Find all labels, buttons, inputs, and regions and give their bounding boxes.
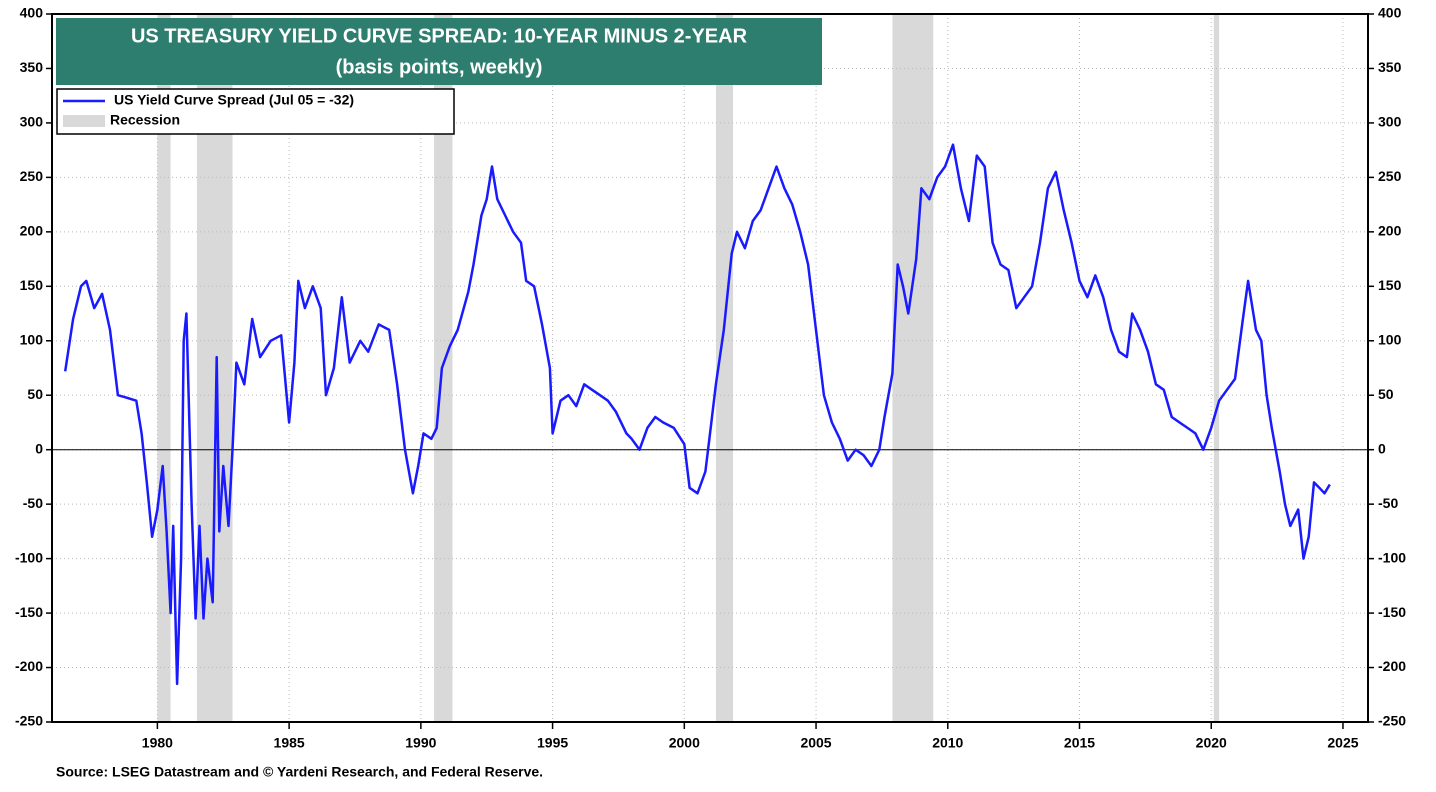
title-box — [56, 18, 822, 85]
y-tick-label: 250 — [20, 168, 44, 184]
y2-tick-label: 400 — [1378, 5, 1402, 21]
y-tick-label: -200 — [15, 658, 43, 674]
y-tick-label: 150 — [20, 277, 44, 293]
y2-tick-label: 150 — [1378, 277, 1402, 293]
y2-tick-label: 250 — [1378, 168, 1402, 184]
recession-band — [434, 14, 453, 722]
recession-band — [892, 14, 934, 722]
x-tick-label: 2020 — [1196, 735, 1227, 751]
recession-band — [1213, 14, 1220, 722]
y-tick-label: -250 — [15, 713, 43, 729]
line-layer — [63, 143, 1331, 686]
source-note: Source: LSEG Datastream and © Yardeni Re… — [56, 764, 543, 780]
y2-tick-label: -250 — [1378, 713, 1406, 729]
plot-frame — [51, 13, 1369, 723]
legend-label: US Yield Curve Spread (Jul 05 = -32) — [114, 92, 354, 108]
y2-tick-label: 200 — [1378, 223, 1402, 239]
x-tick-label: 2010 — [932, 735, 963, 751]
y2-tick-label: 300 — [1378, 114, 1402, 130]
y-tick-label: -150 — [15, 604, 43, 620]
legend-swatch — [63, 115, 105, 127]
chart-title: US TREASURY YIELD CURVE SPREAD: 10-YEAR … — [131, 25, 748, 47]
y2-tick-label: 0 — [1378, 440, 1386, 456]
y2-tick-label: -150 — [1378, 604, 1406, 620]
y2-tick-label: -100 — [1378, 549, 1406, 565]
x-tick-label: 1990 — [405, 735, 436, 751]
x-tick-label: 1985 — [274, 735, 305, 751]
x-tick-label: 1995 — [537, 735, 568, 751]
x-tick-label: 2025 — [1327, 735, 1358, 751]
data-line — [63, 143, 1331, 686]
x-tick-label: 2015 — [1064, 735, 1095, 751]
y-tick-label: -100 — [15, 549, 43, 565]
legend-box — [56, 88, 455, 135]
overlay-layer: -250 -250 -200 -200 -150 -150 -100 -100 -50 -50 0 0… — [15, 5, 1406, 751]
x-tick-label: 2000 — [669, 735, 700, 751]
x-tick-label: 2005 — [800, 735, 831, 751]
legend-label: Recession — [110, 112, 180, 128]
y-tick-label: -50 — [23, 495, 43, 511]
y2-tick-label: -200 — [1378, 658, 1406, 674]
y-tick-label: 100 — [20, 331, 44, 347]
y-tick-label: 200 — [20, 223, 44, 239]
y-tick-label: 50 — [27, 386, 43, 402]
y2-tick-label: 100 — [1378, 331, 1402, 347]
y-tick-label: 400 — [20, 5, 44, 21]
y2-tick-label: 50 — [1378, 386, 1394, 402]
y2-tick-label: 350 — [1378, 59, 1402, 75]
y-tick-label: 350 — [20, 59, 44, 75]
y-tick-label: 0 — [35, 440, 43, 456]
y-tick-label: 300 — [20, 114, 44, 130]
chart-subtitle: (basis points, weekly) — [336, 56, 543, 78]
x-tick-label: 1980 — [142, 735, 173, 751]
y2-tick-label: -50 — [1378, 495, 1398, 511]
recession-band — [715, 14, 734, 722]
